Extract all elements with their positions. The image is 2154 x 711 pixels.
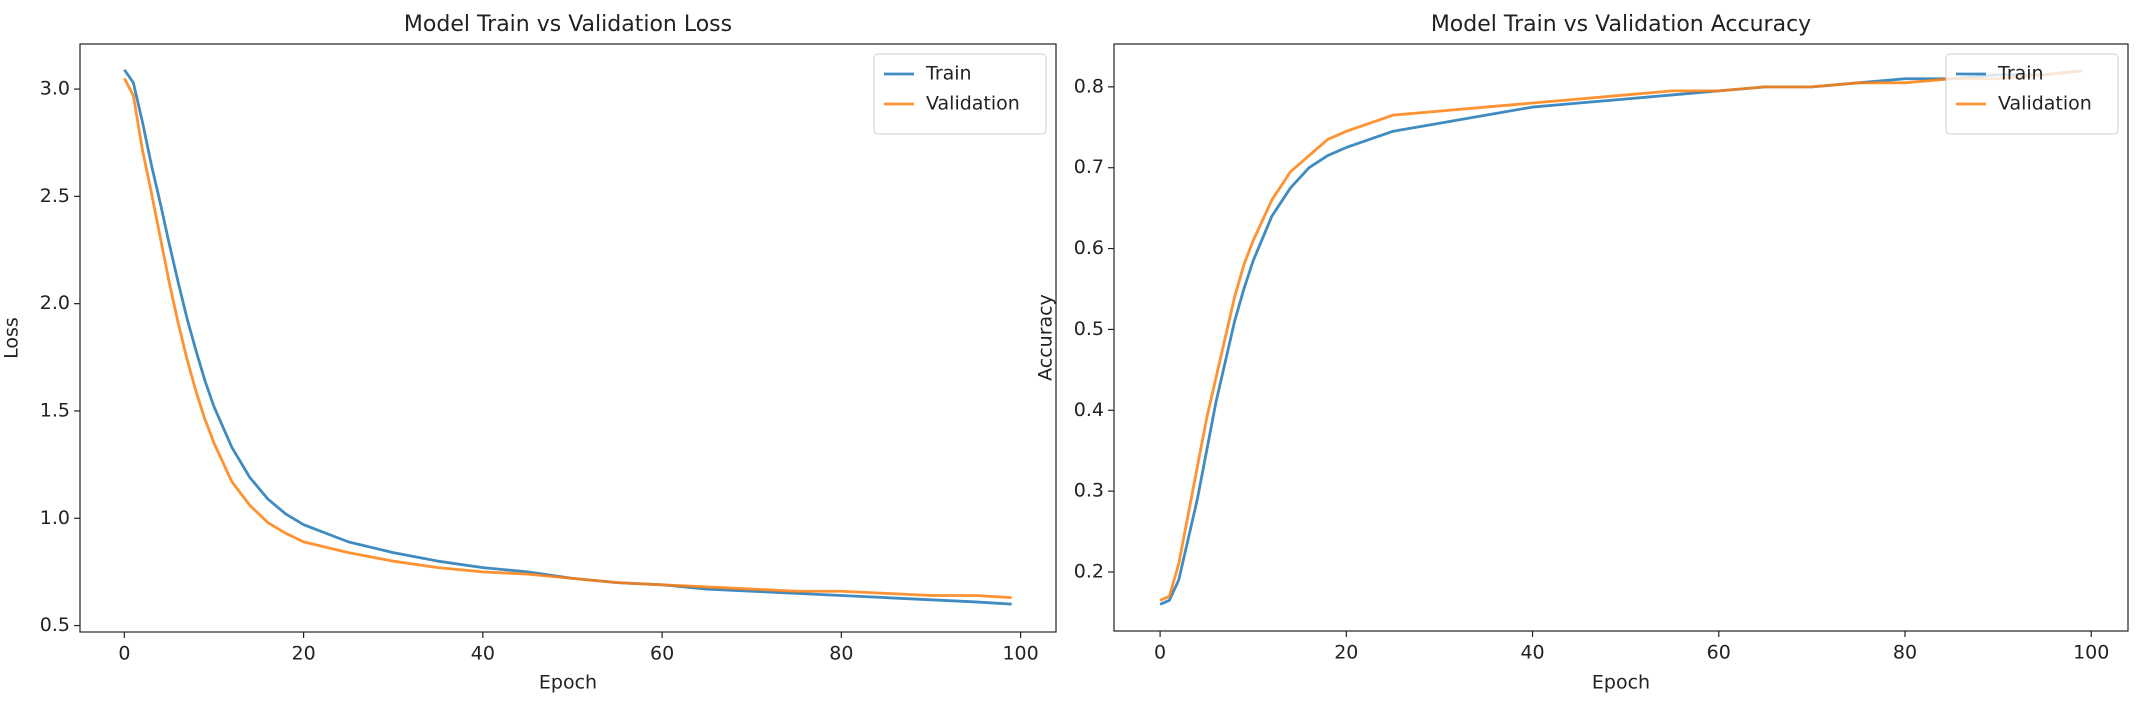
legend: Train Validation	[873, 53, 1047, 135]
x-tick-label: 20	[292, 643, 316, 665]
y-tick-label: 1.5	[40, 399, 70, 421]
x-tick-label: 0	[1154, 642, 1166, 664]
y-tick-label: 1.0	[40, 507, 70, 529]
y-tick-label: 0.3	[1074, 480, 1104, 502]
legend-label: Validation	[926, 93, 1020, 115]
x-tick-label: 40	[1520, 642, 1544, 664]
series-line	[123, 77, 1012, 600]
y-tick-label: 2.5	[40, 185, 70, 207]
y-tick-label: 0.8	[1074, 75, 1104, 97]
legend-label: Validation	[1998, 93, 2092, 115]
y-tick-label: 0.5	[40, 614, 70, 636]
x-tick-label: 60	[1707, 642, 1731, 664]
x-tick-label: 80	[1893, 642, 1917, 664]
y-tick-label: 0.7	[1074, 156, 1104, 178]
x-tick-label: 100	[1002, 643, 1038, 665]
x-tick-label: 20	[1334, 642, 1358, 664]
plot-frame	[79, 43, 1057, 633]
legend-label: Train	[1997, 63, 2044, 85]
chart-title: Model Train vs Validation Accuracy	[1431, 12, 1811, 37]
series-line	[123, 68, 1012, 606]
y-tick-label: 2.0	[40, 292, 70, 314]
x-tick-label: 60	[650, 643, 674, 665]
y-tick-label: 0.2	[1074, 560, 1104, 582]
x-tick-label: 80	[829, 643, 853, 665]
legend-label: Train	[925, 63, 972, 85]
chart: Model Train vs Validation Loss Epoch Loss 0…	[1, 12, 1057, 694]
y-tick-label: 0.4	[1074, 399, 1104, 421]
y-axis-label: Accuracy	[1035, 294, 1057, 381]
chart: Model Train vs Validation Accuracy Epoch A…	[1035, 12, 2129, 694]
x-tick-label: 100	[2073, 642, 2109, 664]
chart-title: Model Train vs Validation Loss	[404, 12, 732, 37]
x-axis-label: Epoch	[1592, 672, 1650, 694]
legend: Train Validation	[1945, 53, 2119, 135]
legend-box	[1945, 53, 2119, 135]
series-line	[1159, 69, 2083, 602]
legend-box	[873, 53, 1047, 135]
y-tick-label: 0.5	[1074, 318, 1104, 340]
y-axis-label: Loss	[1, 317, 23, 359]
series-line	[1159, 69, 2083, 606]
x-axis-label: Epoch	[539, 672, 597, 694]
y-tick-label: 3.0	[40, 78, 70, 100]
plot-frame	[1113, 43, 2129, 632]
y-tick-label: 0.6	[1074, 237, 1104, 259]
x-tick-label: 0	[118, 643, 130, 665]
x-tick-label: 40	[471, 643, 495, 665]
